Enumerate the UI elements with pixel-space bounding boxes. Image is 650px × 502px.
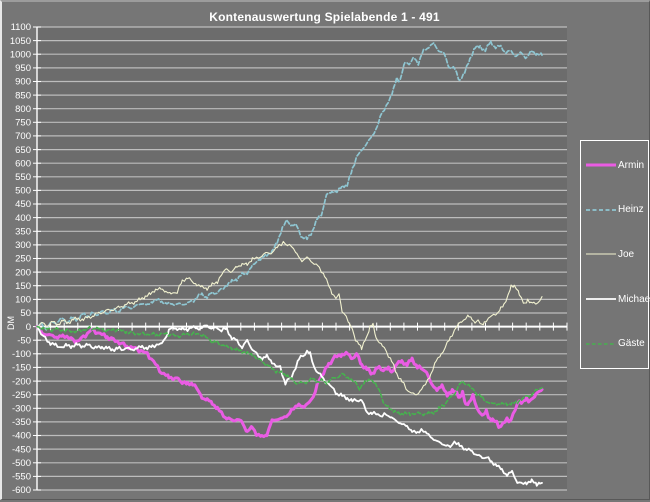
legend-label: Michael [618,293,650,305]
y-tick-label: 450 [15,199,31,210]
y-tick-label: -450 [12,444,31,455]
y-tick-label: -250 [12,390,31,401]
y-tick-label: 150 [15,281,31,292]
y-tick-label: 600 [15,158,31,169]
y-tick-label: 1000 [10,49,31,60]
legend-label: Gäste [618,338,645,350]
legend-label: Armin [618,159,645,171]
y-tick-label: 0 [26,322,31,333]
y-tick-label: 800 [15,104,31,115]
legend-item-armin: Armin [585,160,648,171]
y-tick-label: -200 [12,376,31,387]
series-line-armin [35,325,544,439]
y-tick-label: 250 [15,254,31,265]
series-line-michael [36,324,543,487]
legend-item-joe: Joe [585,249,648,260]
y-tick-label: -500 [12,458,31,469]
legend-swatch [586,163,616,167]
y-tick-label: 50 [20,308,31,319]
y-tick-label: -50 [17,335,31,346]
legend-label: Heinz [618,204,644,216]
y-tick-label: -550 [12,472,31,483]
y-tick-label: 350 [15,227,31,238]
y-axis-title: DM [6,316,16,330]
y-tick-label: 400 [15,213,31,224]
y-tick-label: 550 [15,172,31,183]
y-tick-label: 950 [15,63,31,74]
y-tick-label: 300 [15,240,31,251]
legend-item-michael: Michael [585,293,650,305]
chart-title: Kontenauswertung Spielabende 1 - 491 [209,10,440,24]
y-tick-label: -600 [12,485,31,496]
series-line-gäste [36,325,543,417]
y-tick-label: 500 [15,186,31,197]
y-tick-label: 1100 [11,22,31,33]
y-tick-label: 750 [15,118,31,129]
series-line-joe [36,240,543,396]
legend-swatch [586,342,616,345]
y-tick-label: 200 [15,267,31,278]
y-tick-label: 1050 [10,36,31,47]
y-tick-label: 700 [15,131,31,142]
legend-item-heinz: Heinz [585,204,648,215]
legend-label: Joe [618,248,635,260]
y-tick-label: 900 [15,77,31,88]
y-tick-label: -300 [12,404,31,415]
legend-item-gäste: Gäste [585,338,648,349]
legend: Armin Heinz Joe Michael Gäste [580,140,650,369]
y-tick-label: -350 [12,417,31,428]
y-tick-label: 650 [15,145,31,156]
y-tick-label: -400 [12,431,31,442]
y-tick-label: -150 [12,363,31,374]
legend-swatch [586,209,616,211]
legend-swatch [586,253,616,256]
y-tick-label: 100 [15,295,31,306]
legend-swatch [586,298,616,300]
y-tick-label: 850 [15,90,31,101]
series-line-heinz [36,40,543,331]
y-tick-label: -100 [12,349,31,360]
